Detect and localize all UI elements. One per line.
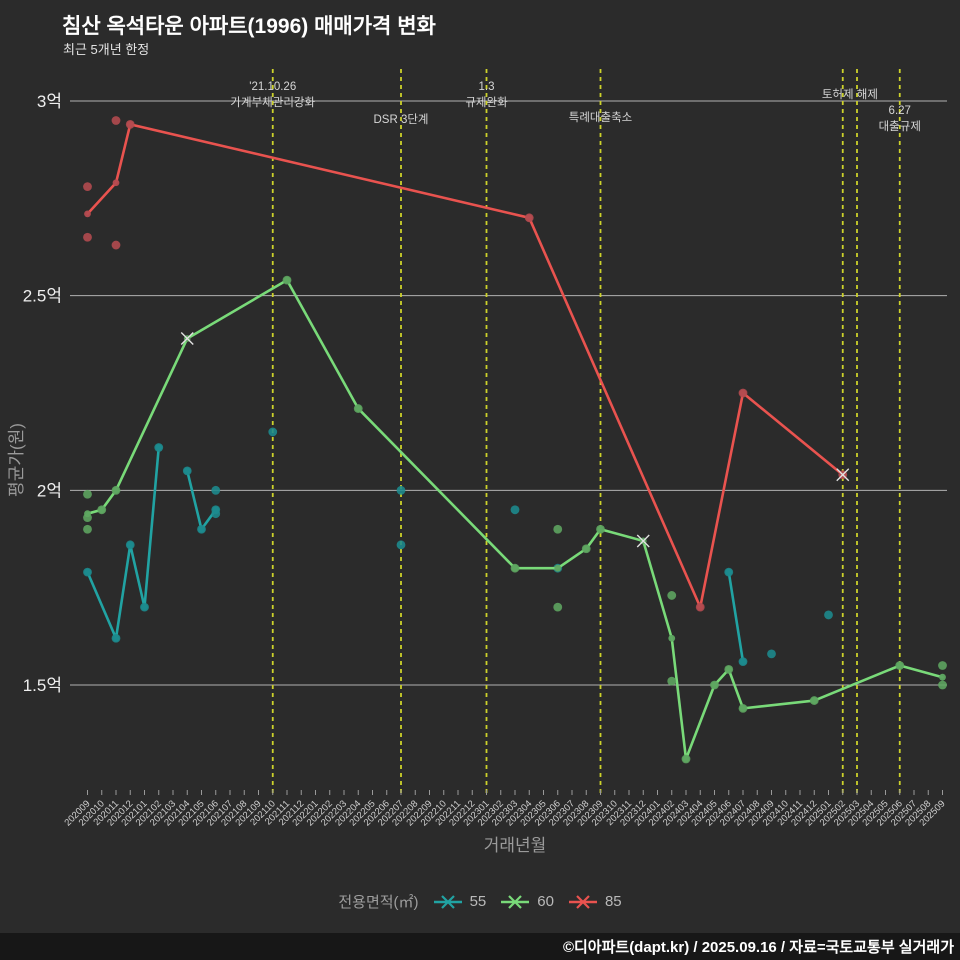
data-point-60 xyxy=(938,661,947,670)
legend-item-85[interactable]: 85 xyxy=(568,893,622,910)
data-point-60 xyxy=(667,676,677,686)
event-label: '21.10.26 xyxy=(249,81,296,93)
series-line-55 xyxy=(727,570,745,663)
data-point-60 xyxy=(681,754,691,764)
event-label: 1.3 xyxy=(479,81,495,93)
legend-marker-icon xyxy=(433,894,462,909)
data-point-55 xyxy=(824,610,833,620)
data-point-55 xyxy=(154,443,164,452)
legend-item-label: 60 xyxy=(537,893,554,910)
y-axis-title: 평균가(원) xyxy=(7,423,26,497)
data-point-60 xyxy=(553,602,563,612)
data-point-60 xyxy=(353,404,363,413)
data-point-60 xyxy=(895,661,905,670)
event-label: 가계부채관리강화 xyxy=(230,96,315,109)
data-point-85 xyxy=(83,182,92,192)
event-label: 토허제 해제 xyxy=(822,88,878,101)
legend-item-label: 55 xyxy=(469,893,487,910)
footer-credit: ©디아파트(dapt.kr) / 2025.09.16 / 자료=국토교통부 실… xyxy=(562,939,954,956)
data-point-55 xyxy=(111,633,121,643)
data-point-85 xyxy=(695,602,705,612)
series-line-85 xyxy=(86,123,845,609)
event-label: 규제완화 xyxy=(465,96,508,109)
data-point-60 xyxy=(83,524,92,534)
data-point-55 xyxy=(724,567,734,577)
legend-title: 전용면적(㎡) xyxy=(338,894,419,911)
data-point-85 xyxy=(524,213,534,223)
legend-item-60[interactable]: 60 xyxy=(500,893,554,910)
series-line-60 xyxy=(86,278,944,761)
data-point-55 xyxy=(510,505,520,515)
page-subtitle: 최근 5개년 한정 xyxy=(63,42,150,57)
data-point-60 xyxy=(738,703,748,713)
event-label: 대출규제 xyxy=(879,120,921,133)
data-point-55 xyxy=(182,466,192,476)
legend-marker-icon xyxy=(501,894,530,909)
data-point-60 xyxy=(111,485,121,495)
data-point-55 xyxy=(738,657,748,667)
data-point-85 xyxy=(111,240,121,250)
x-marker-85 xyxy=(836,468,850,482)
data-point-60 xyxy=(581,544,591,554)
page-title: 침산 옥석타운 아파트(1996) 매매가격 변화 xyxy=(62,15,436,38)
data-point-55 xyxy=(767,649,776,659)
data-point-85 xyxy=(738,388,748,398)
data-point-55 xyxy=(125,540,135,550)
event-label: 6.27 xyxy=(889,105,911,117)
x-axis-title: 거래년월 xyxy=(484,836,547,855)
data-point-60 xyxy=(83,489,92,499)
data-point-60 xyxy=(83,513,92,522)
data-point-60 xyxy=(710,680,719,690)
data-point-85 xyxy=(83,232,92,242)
y-tick-label: 2.5억 xyxy=(23,287,62,306)
data-point-55 xyxy=(140,602,149,612)
event-label: 특례대출축소 xyxy=(569,111,632,124)
data-point-55 xyxy=(197,524,206,534)
legend-item-label: 85 xyxy=(604,893,622,910)
event-label: DSR 3단계 xyxy=(373,113,428,126)
data-point-55 xyxy=(211,509,221,519)
y-tick-label: 2억 xyxy=(37,481,62,500)
data-point-60 xyxy=(553,524,563,534)
data-point-60 xyxy=(510,563,520,573)
data-point-60 xyxy=(938,680,947,690)
data-point-55 xyxy=(396,485,406,495)
data-point-85 xyxy=(125,119,135,129)
chart-legend: 전용면적(㎡) 55 60 85 xyxy=(0,891,960,912)
series-line-55 xyxy=(185,469,218,531)
y-tick-label: 3억 xyxy=(37,92,62,111)
data-point-60 xyxy=(724,665,734,674)
data-point-85 xyxy=(111,116,121,125)
data-point-60 xyxy=(667,591,677,600)
x-marker-60 xyxy=(180,331,194,345)
data-point-60 xyxy=(282,275,292,285)
y-tick-label: 1.5억 xyxy=(23,676,62,695)
footer-bar: ©디아파트(dapt.kr) / 2025.09.16 / 자료=국토교통부 실… xyxy=(0,933,960,960)
legend-marker-icon xyxy=(568,894,597,909)
data-point-55 xyxy=(211,485,221,495)
data-point-60 xyxy=(596,524,605,534)
data-point-60 xyxy=(809,696,819,705)
data-point-60 xyxy=(97,505,107,515)
data-point-55 xyxy=(83,567,92,577)
data-point-55 xyxy=(396,540,406,550)
legend-item-55[interactable]: 55 xyxy=(433,893,487,910)
x-marker-60 xyxy=(636,534,650,548)
data-point-55 xyxy=(268,427,278,437)
